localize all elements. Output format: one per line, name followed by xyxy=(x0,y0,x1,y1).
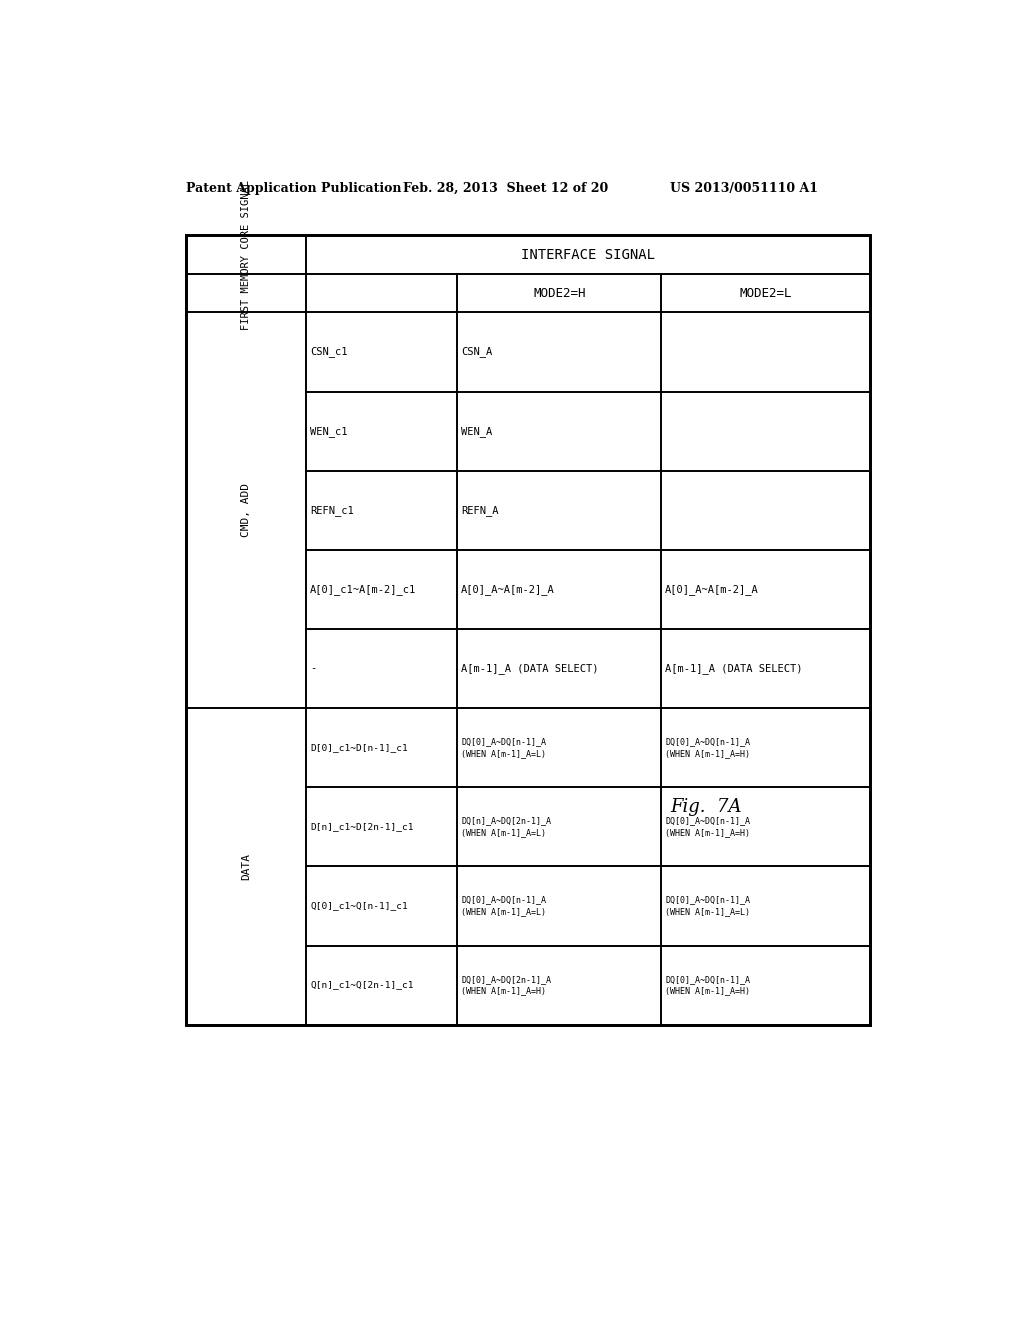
Bar xyxy=(458,550,662,628)
Text: DQ[0]_A~DQ[n-1]_A
(WHEN A[m-1]_A=H): DQ[0]_A~DQ[n-1]_A (WHEN A[m-1]_A=H) xyxy=(665,738,750,758)
Text: DQ[0]_A~DQ[2n-1]_A
(WHEN A[m-1]_A=H): DQ[0]_A~DQ[2n-1]_A (WHEN A[m-1]_A=H) xyxy=(461,974,551,995)
Bar xyxy=(662,628,870,708)
Text: DQ[0]_A~DQ[n-1]_A
(WHEN A[m-1]_A=H): DQ[0]_A~DQ[n-1]_A (WHEN A[m-1]_A=H) xyxy=(665,816,750,837)
Bar xyxy=(186,313,306,708)
Text: MODE2=H: MODE2=H xyxy=(534,286,586,300)
Bar xyxy=(306,708,458,787)
Bar xyxy=(306,235,870,275)
Text: WEN_c1: WEN_c1 xyxy=(310,425,347,437)
Bar xyxy=(458,708,662,787)
Text: WEN_A: WEN_A xyxy=(461,425,493,437)
Text: CSN_c1: CSN_c1 xyxy=(310,347,347,358)
Bar xyxy=(662,392,870,471)
Text: DQ[0]_A~DQ[n-1]_A
(WHEN A[m-1]_A=H): DQ[0]_A~DQ[n-1]_A (WHEN A[m-1]_A=H) xyxy=(665,974,750,995)
Bar xyxy=(662,787,870,866)
Bar xyxy=(306,275,458,313)
Bar xyxy=(458,471,662,550)
Text: DATA: DATA xyxy=(242,853,251,880)
Bar xyxy=(306,787,458,866)
Bar xyxy=(458,866,662,945)
Bar xyxy=(662,471,870,550)
Text: FIRST MEMORY CORE SIGNAL: FIRST MEMORY CORE SIGNAL xyxy=(242,180,251,330)
Text: A[0]_c1~A[m-2]_c1: A[0]_c1~A[m-2]_c1 xyxy=(310,583,417,595)
Bar xyxy=(306,945,458,1024)
Text: A[m-1]_A (DATA SELECT): A[m-1]_A (DATA SELECT) xyxy=(461,663,599,675)
Text: D[0]_c1~D[n-1]_c1: D[0]_c1~D[n-1]_c1 xyxy=(310,743,408,752)
Text: Q[0]_c1~Q[n-1]_c1: Q[0]_c1~Q[n-1]_c1 xyxy=(310,902,408,911)
Bar xyxy=(306,392,458,471)
Text: REFN_A: REFN_A xyxy=(461,504,499,516)
Text: Fig.  7A: Fig. 7A xyxy=(671,797,742,816)
Text: MODE2=L: MODE2=L xyxy=(739,286,793,300)
Text: US 2013/0051110 A1: US 2013/0051110 A1 xyxy=(671,182,818,194)
Bar xyxy=(186,235,870,1024)
Bar xyxy=(306,550,458,628)
Bar xyxy=(306,628,458,708)
Bar xyxy=(186,275,306,313)
Text: A[m-1]_A (DATA SELECT): A[m-1]_A (DATA SELECT) xyxy=(665,663,803,675)
Bar xyxy=(458,275,662,313)
Bar xyxy=(662,945,870,1024)
Text: REFN_c1: REFN_c1 xyxy=(310,504,354,516)
Bar xyxy=(662,275,870,313)
Bar xyxy=(186,235,306,275)
Text: Q[n]_c1~Q[2n-1]_c1: Q[n]_c1~Q[2n-1]_c1 xyxy=(310,981,414,990)
Text: A[0]_A~A[m-2]_A: A[0]_A~A[m-2]_A xyxy=(461,583,555,595)
Bar xyxy=(458,945,662,1024)
Text: DQ[0]_A~DQ[n-1]_A
(WHEN A[m-1]_A=L): DQ[0]_A~DQ[n-1]_A (WHEN A[m-1]_A=L) xyxy=(665,895,750,916)
Text: INTERFACE SIGNAL: INTERFACE SIGNAL xyxy=(521,248,655,261)
Text: DQ[0]_A~DQ[n-1]_A
(WHEN A[m-1]_A=L): DQ[0]_A~DQ[n-1]_A (WHEN A[m-1]_A=L) xyxy=(461,895,546,916)
Bar xyxy=(662,550,870,628)
Bar xyxy=(306,471,458,550)
Bar xyxy=(458,787,662,866)
Text: -: - xyxy=(310,664,316,673)
Text: Patent Application Publication: Patent Application Publication xyxy=(186,182,401,194)
Text: DQ[0]_A~DQ[n-1]_A
(WHEN A[m-1]_A=L): DQ[0]_A~DQ[n-1]_A (WHEN A[m-1]_A=L) xyxy=(461,738,546,758)
Bar xyxy=(186,708,306,1024)
Bar xyxy=(306,866,458,945)
Bar xyxy=(662,708,870,787)
Text: CSN_A: CSN_A xyxy=(461,347,493,358)
Text: CMD, ADD: CMD, ADD xyxy=(242,483,251,537)
Bar xyxy=(186,235,870,1024)
Bar xyxy=(458,392,662,471)
Bar xyxy=(306,313,458,392)
Text: DQ[n]_A~DQ[2n-1]_A
(WHEN A[m-1]_A=L): DQ[n]_A~DQ[2n-1]_A (WHEN A[m-1]_A=L) xyxy=(461,816,551,837)
Bar xyxy=(458,313,662,392)
Text: Feb. 28, 2013  Sheet 12 of 20: Feb. 28, 2013 Sheet 12 of 20 xyxy=(403,182,608,194)
Text: A[0]_A~A[m-2]_A: A[0]_A~A[m-2]_A xyxy=(665,583,759,595)
Bar xyxy=(662,313,870,392)
Bar xyxy=(662,866,870,945)
Text: D[n]_c1~D[2n-1]_c1: D[n]_c1~D[2n-1]_c1 xyxy=(310,822,414,832)
Bar xyxy=(458,628,662,708)
